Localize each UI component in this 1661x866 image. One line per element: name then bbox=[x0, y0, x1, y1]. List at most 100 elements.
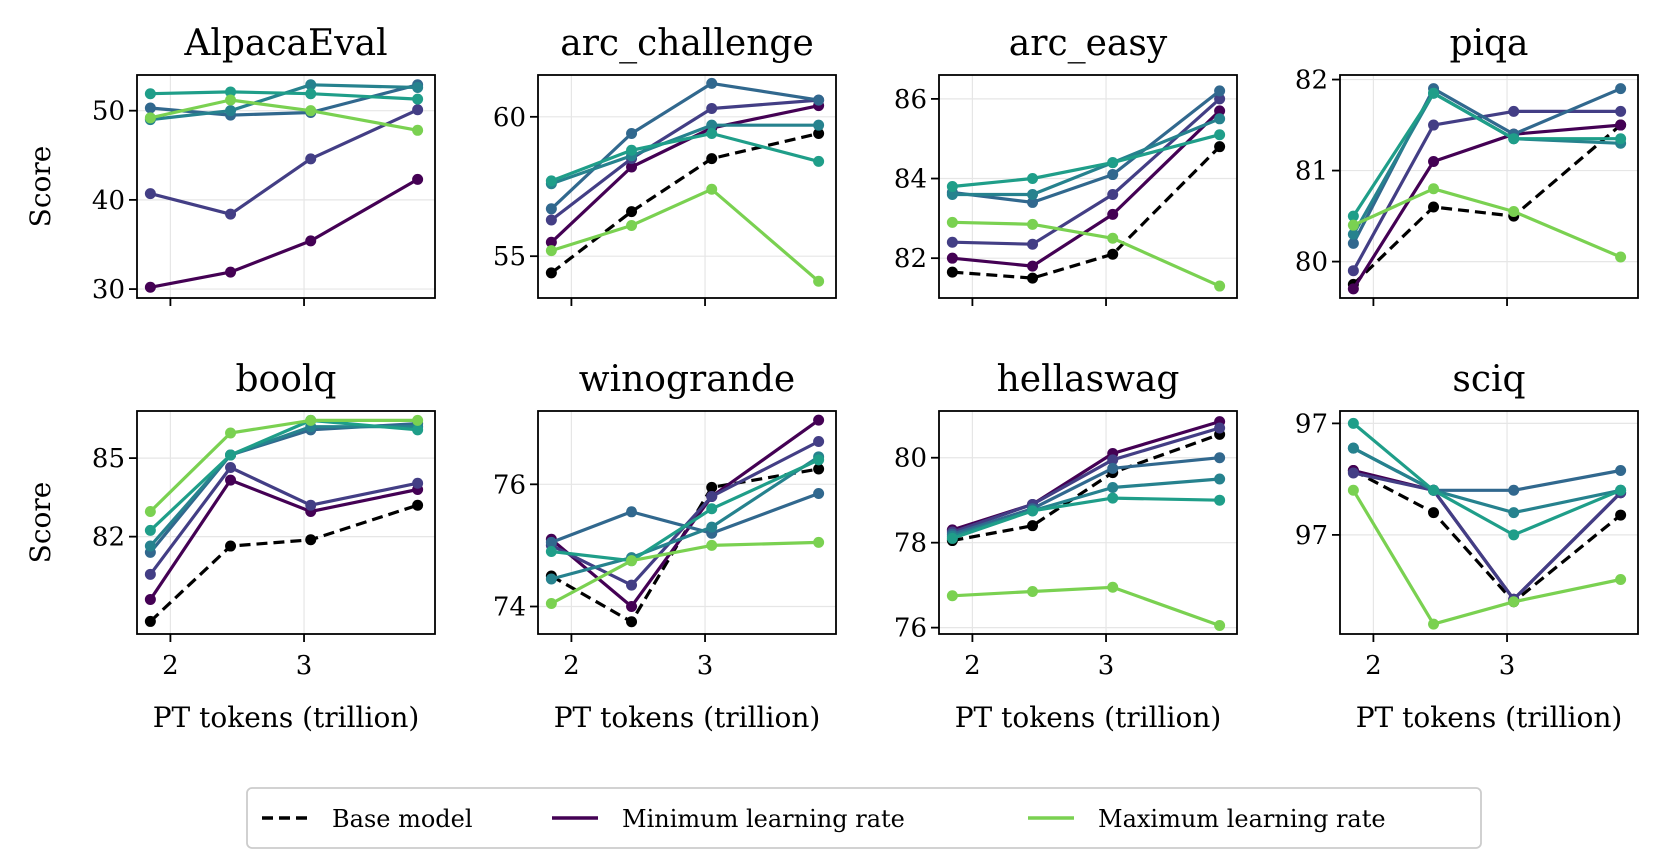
data-point bbox=[305, 499, 317, 511]
data-point bbox=[946, 590, 958, 602]
y-tick-label: 81 bbox=[1295, 157, 1328, 187]
series-line-lr2 bbox=[550, 440, 820, 587]
series-line-lr4 bbox=[550, 123, 819, 186]
data-point bbox=[706, 481, 718, 493]
data-point bbox=[412, 477, 424, 489]
data-point bbox=[813, 275, 825, 287]
series-line-lr1 bbox=[550, 104, 819, 244]
y-tick-label: 76 bbox=[493, 470, 526, 500]
data-point bbox=[946, 188, 958, 200]
data-point bbox=[412, 424, 424, 436]
x-tick-label: 2 bbox=[563, 651, 580, 681]
subplot-AlpacaEval: 30 40 50 AlpacaEval Score bbox=[24, 23, 436, 306]
series-line-lr3 bbox=[952, 89, 1221, 204]
data-point bbox=[813, 414, 825, 426]
y-tick-label: 82 bbox=[1295, 66, 1328, 96]
data-point bbox=[225, 540, 237, 552]
data-point bbox=[706, 77, 718, 89]
data-point bbox=[1027, 586, 1039, 598]
data-point bbox=[545, 267, 557, 279]
data-point bbox=[144, 281, 156, 293]
y-tick-label: 82 bbox=[92, 523, 125, 553]
data-point bbox=[946, 181, 958, 192]
data-point bbox=[946, 236, 958, 248]
x-tick-label: 3 bbox=[296, 651, 313, 681]
data-point bbox=[225, 266, 237, 278]
y-tick-label: 97 bbox=[1295, 409, 1328, 439]
series-line-lr1 bbox=[550, 418, 820, 609]
data-point bbox=[225, 474, 237, 486]
data-point bbox=[305, 79, 317, 91]
data-point bbox=[1615, 105, 1627, 117]
data-point bbox=[412, 124, 424, 136]
data-point bbox=[1508, 596, 1520, 608]
data-point bbox=[144, 88, 156, 100]
series-line-lr2 bbox=[149, 465, 418, 576]
data-point bbox=[1027, 188, 1039, 200]
data-point bbox=[1615, 484, 1627, 496]
data-point bbox=[706, 183, 718, 195]
data-point bbox=[225, 105, 237, 117]
subplot-title: boolq bbox=[236, 359, 337, 400]
y-axis-label: Score bbox=[24, 482, 57, 564]
series-line-lr1 bbox=[149, 478, 418, 601]
data-point bbox=[1428, 201, 1440, 213]
y-tick-label: 74 bbox=[493, 593, 526, 623]
data-point bbox=[545, 536, 557, 548]
data-point bbox=[813, 487, 825, 499]
data-point bbox=[305, 153, 317, 165]
series-line-lr3 bbox=[149, 422, 418, 554]
series-line-Maximum learning rate bbox=[952, 585, 1221, 628]
x-tick-label: 2 bbox=[964, 651, 981, 681]
data-point bbox=[1508, 484, 1520, 496]
data-point bbox=[1027, 196, 1039, 208]
data-point bbox=[1347, 237, 1359, 249]
data-point bbox=[1615, 251, 1627, 263]
y-tick-label: 60 bbox=[493, 103, 526, 133]
data-point bbox=[946, 266, 958, 278]
data-point bbox=[1508, 133, 1520, 145]
y-tick-label: 50 bbox=[92, 97, 125, 127]
data-point bbox=[1214, 141, 1226, 153]
data-point bbox=[545, 175, 557, 187]
plot-frame bbox=[537, 74, 837, 299]
data-point bbox=[412, 173, 424, 185]
data-point bbox=[545, 546, 557, 558]
data-point bbox=[144, 568, 156, 580]
subplot-title: sciq bbox=[1452, 359, 1525, 400]
data-point bbox=[545, 236, 557, 248]
subplot-boolq: 2 3 82 85 boolq PT tokens (trillion) Score bbox=[24, 359, 436, 734]
data-point bbox=[1347, 442, 1359, 454]
data-point bbox=[412, 93, 424, 105]
series-line-lr3 bbox=[951, 456, 1220, 536]
y-tick-label: 55 bbox=[493, 242, 526, 272]
data-point bbox=[1214, 93, 1226, 105]
data-point bbox=[626, 579, 638, 591]
x-axis-label: PT tokens (trillion) bbox=[1356, 701, 1623, 734]
series-line-lr1 bbox=[952, 109, 1221, 268]
data-point bbox=[1214, 473, 1226, 485]
series-line-lr2 bbox=[1353, 471, 1622, 601]
data-point bbox=[305, 414, 317, 426]
data-point bbox=[706, 153, 718, 165]
data-point bbox=[1214, 129, 1226, 141]
data-point bbox=[545, 203, 557, 215]
data-point bbox=[1615, 509, 1627, 521]
y-tick-label: 76 bbox=[894, 614, 927, 644]
data-point bbox=[545, 597, 557, 609]
y-tick-label: 40 bbox=[92, 186, 125, 216]
data-point bbox=[412, 414, 424, 426]
subplot-sciq: 2 3 97 97 sciq PT tokens (trillion) bbox=[1295, 359, 1639, 734]
data-point bbox=[1615, 133, 1627, 145]
series-line-lr3 bbox=[550, 492, 820, 544]
data-point bbox=[626, 128, 638, 140]
x-tick-label: 3 bbox=[1499, 651, 1516, 681]
subplot-title: hellaswag bbox=[997, 359, 1180, 400]
x-axis-label: PT tokens (trillion) bbox=[153, 701, 420, 734]
data-point bbox=[144, 593, 156, 605]
subplot-arc_challenge: 55 60 arc_challenge bbox=[493, 23, 837, 306]
series-line-Base model bbox=[1352, 123, 1622, 286]
subplot-title: piqa bbox=[1449, 23, 1528, 64]
data-point bbox=[1027, 520, 1039, 532]
data-point bbox=[1615, 119, 1627, 131]
